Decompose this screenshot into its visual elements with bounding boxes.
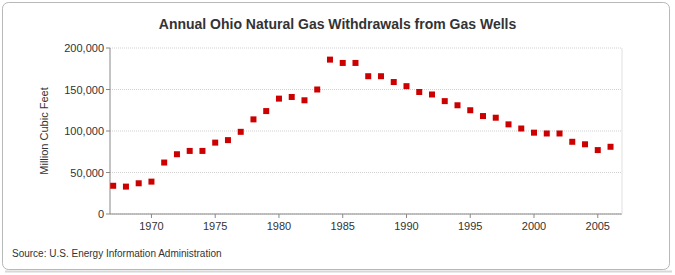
- grid-line: [110, 172, 622, 173]
- point: [250, 116, 256, 122]
- x-tick-label: 1970: [139, 220, 163, 232]
- point: [238, 129, 244, 135]
- point: [608, 144, 614, 150]
- y-tick: [106, 131, 110, 132]
- point: [569, 139, 575, 145]
- point: [480, 113, 486, 119]
- x-tick-label: 2005: [586, 220, 610, 232]
- point: [454, 102, 460, 108]
- y-tick: [106, 48, 110, 49]
- x-tick-label: 1990: [394, 220, 418, 232]
- point: [557, 130, 563, 136]
- x-tick: [597, 214, 598, 218]
- point: [595, 147, 601, 153]
- y-tick: [106, 89, 110, 90]
- point: [212, 140, 218, 146]
- source: Source: U.S. Energy Information Administ…: [12, 248, 222, 259]
- x-tick-label: 1975: [203, 220, 227, 232]
- x-tick: [534, 214, 535, 218]
- x-tick: [151, 214, 152, 218]
- point: [289, 94, 295, 100]
- y-tick: [106, 214, 110, 215]
- x-tick-label: 1980: [267, 220, 291, 232]
- point: [403, 83, 409, 89]
- point: [391, 79, 397, 85]
- frame: [3, 3, 670, 270]
- point: [174, 151, 180, 157]
- x-tick: [470, 214, 471, 218]
- y-axis-label: Million Cubic Feet: [38, 87, 50, 174]
- point: [225, 137, 231, 143]
- y-axis: [110, 48, 111, 214]
- point: [467, 107, 473, 113]
- point: [531, 130, 537, 136]
- point: [161, 160, 167, 166]
- title: Annual Ohio Natural Gas Withdrawals from…: [159, 16, 517, 32]
- plot-edge: [622, 48, 623, 214]
- grid-line: [110, 48, 622, 49]
- point: [582, 141, 588, 147]
- grid-line: [110, 214, 622, 215]
- x-axis: [110, 214, 622, 215]
- grid-line: [110, 89, 622, 90]
- shadow: [5, 271, 672, 273]
- point: [136, 180, 142, 186]
- point: [365, 73, 371, 79]
- x-tick-label: 1985: [330, 220, 354, 232]
- chart: Annual Ohio Natural Gas Withdrawals from…: [0, 0, 675, 275]
- x-tick: [215, 214, 216, 218]
- y-tick-label: 100,000: [64, 125, 104, 137]
- point: [493, 115, 499, 121]
- point: [110, 183, 116, 189]
- point: [340, 60, 346, 66]
- x-tick: [406, 214, 407, 218]
- point: [378, 73, 384, 79]
- x-tick-label: 1995: [458, 220, 482, 232]
- point: [506, 121, 512, 127]
- point: [442, 98, 448, 104]
- point: [276, 96, 282, 102]
- point: [327, 57, 333, 63]
- point: [416, 89, 422, 95]
- y-tick-label: 50,000: [70, 167, 104, 179]
- point: [429, 91, 435, 97]
- x-tick-label: 2000: [522, 220, 546, 232]
- point: [544, 130, 550, 136]
- point: [301, 97, 307, 103]
- point: [187, 148, 193, 154]
- point: [123, 184, 129, 190]
- y-tick-label: 0: [98, 208, 104, 220]
- point: [263, 108, 269, 114]
- point: [518, 126, 524, 132]
- points: [110, 57, 613, 190]
- point: [148, 179, 154, 185]
- y-tick-label: 200,000: [64, 42, 104, 54]
- y-tick-label: 150,000: [64, 84, 104, 96]
- point: [199, 148, 205, 154]
- y-tick: [106, 172, 110, 173]
- x-tick: [342, 214, 343, 218]
- point: [314, 87, 320, 93]
- point: [352, 60, 358, 66]
- x-tick: [278, 214, 279, 218]
